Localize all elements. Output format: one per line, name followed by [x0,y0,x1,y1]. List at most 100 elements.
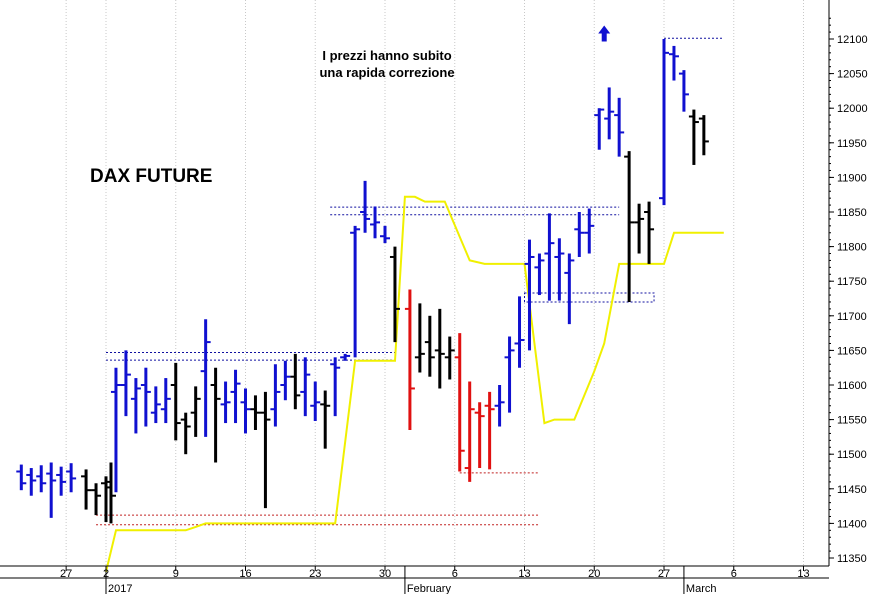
y-tick-label: 11700 [837,311,867,323]
plot-background [0,0,829,566]
ohlc-bar [644,201,655,264]
y-tick-label: 11400 [837,518,867,530]
ohlc-bar [230,369,241,424]
ohlc-bar [454,333,465,472]
ohlc-bar [330,357,341,417]
y-tick-label: 11800 [837,242,867,254]
ohlc-bar [504,336,515,413]
yellow-line-series [105,195,724,573]
reference-lines [96,37,724,526]
ohlc-bar [320,390,331,449]
ohlc-bar [46,462,57,518]
ohlc-bar [584,208,595,254]
y-tick-label: 12100 [837,34,868,46]
x-tick-label: 20 [588,568,600,580]
ohlc-bar [688,109,699,165]
y-tick-label: 11450 [837,484,867,496]
period-label: February [407,583,452,594]
ohlc-bar [678,70,689,112]
ohlc-bar [544,213,555,301]
ohlc-bar [474,402,485,469]
ohlc-bar [424,315,435,377]
ohlc-bar [534,253,545,296]
x-tick-label: 6 [731,568,737,580]
ohlc-bar [150,386,161,424]
ohlc-bar [389,246,400,343]
ohlc-bar [494,385,505,427]
ohlc-bar [300,357,311,417]
chart-title: DAX FUTURE [90,166,212,187]
ohlc-bar [160,378,171,424]
ohlc-bar [624,151,635,302]
ohlc-bar [554,238,565,301]
ohlc-bar [604,87,615,140]
ohlc-bar [634,203,645,254]
ohlc-bar [200,319,211,437]
ohlc-bar [380,225,390,244]
ohlc-bar [464,381,475,482]
ohlc-bar [105,462,116,524]
ohlc-bar [310,381,321,421]
ohlc-bar [404,289,415,430]
ohlc-bar [659,39,669,206]
ohlc-bar [574,212,585,257]
ohlc-bar [280,360,291,401]
x-tick-label: 16 [239,568,251,580]
y-tick-label: 11500 [837,449,867,461]
ohlc-bar [290,353,301,410]
y-tick-label: 11550 [837,415,867,427]
ohlc-bar [594,108,605,150]
annotation-line-1: I prezzi hanno subito [322,48,451,63]
up-arrow-icon [598,25,611,42]
ohlc-bar [370,206,381,239]
ohlc-bar [340,353,351,361]
y-tick-label: 11850 [837,207,867,219]
y-tick-label: 11950 [837,138,867,150]
ohlc-bar [350,225,361,358]
x-tick-label: 9 [173,568,179,580]
ohlc-bar [524,239,535,351]
ohlc-bar [240,388,251,434]
ohlc-bar [698,115,709,156]
x-tick-label: 27 [60,568,72,580]
y-tick-label: 11900 [837,172,867,184]
annotation-line-2: una rapida correzione [319,65,454,80]
ohlc-bar [220,381,231,424]
ohlc-bar [484,391,495,470]
up-arrow-shape [598,25,611,42]
yellow-line [105,195,724,573]
ohlc-bar [260,391,271,509]
ohlc-bar [91,483,102,516]
period-label: March [686,583,717,594]
reference-box [524,292,655,303]
y-tick-label: 11650 [837,345,867,357]
ohlc-bar [130,378,141,434]
ohlc-bar [190,386,201,437]
ohlc-bar [16,464,27,491]
ohlc-bar [210,367,221,463]
x-tick-label: 13 [518,568,530,580]
grid-lines [65,0,804,566]
axis-ticks: 11350 11400 11450 11500 11550 11600 11650 11700… [60,17,868,595]
ohlc-bar [434,308,445,389]
ohlc-bar [414,303,425,373]
y-tick-label: 12000 [837,103,868,115]
x-tick-label: 27 [658,568,670,580]
ohlc-bar [270,364,281,427]
ohlc-bar [180,412,191,455]
y-tick-label: 12050 [837,69,868,81]
x-tick-label: 6 [452,568,458,580]
ohlc-bar [514,296,525,368]
ohlc-bar [444,336,455,380]
y-tick-label: 11750 [837,276,867,288]
x-tick-label: 13 [797,568,809,580]
x-tick-label: 30 [379,568,391,580]
ohlc-bar [250,395,261,430]
ohlc-bar [26,468,37,496]
y-tick-label: 11600 [837,380,867,392]
ohlc-bar [66,463,77,493]
period-label: 2017 [108,583,132,594]
ohlc-bar [614,97,625,157]
